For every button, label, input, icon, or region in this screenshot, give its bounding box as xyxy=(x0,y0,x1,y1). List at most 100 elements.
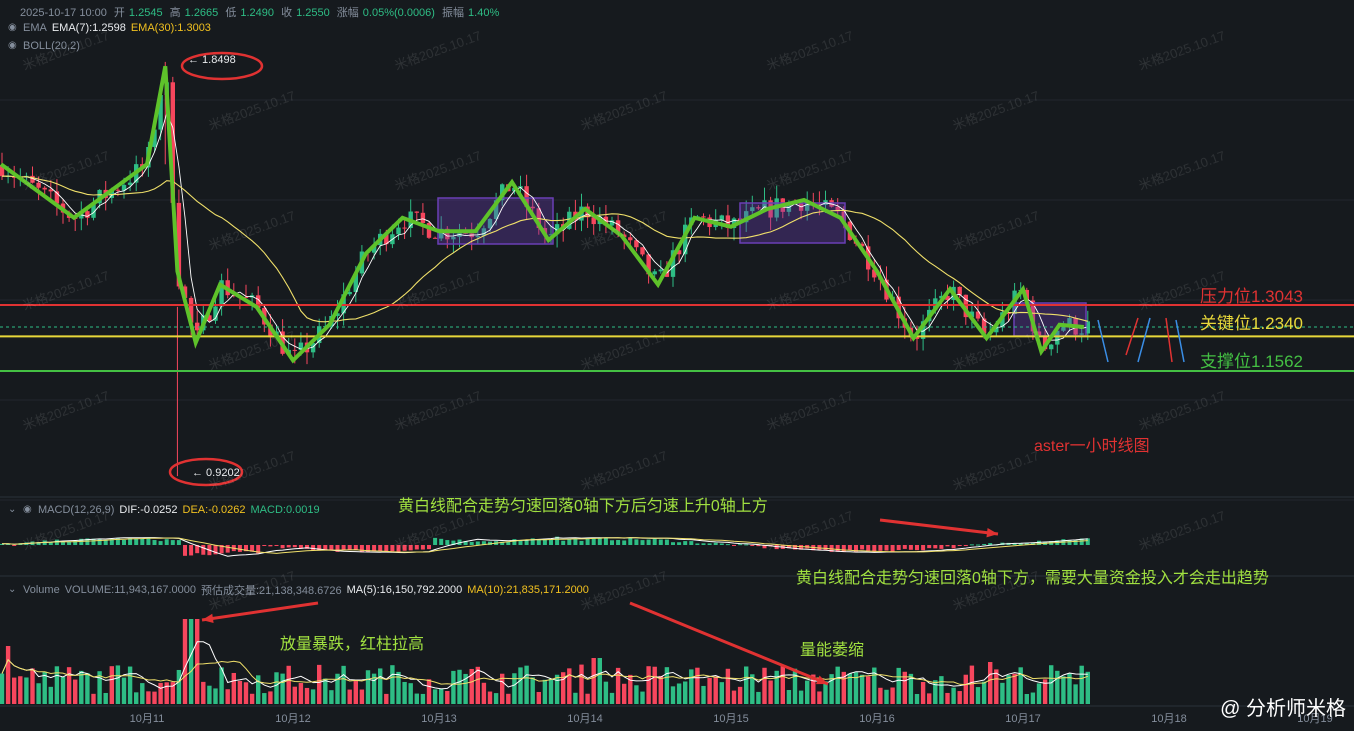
volume-bar xyxy=(262,693,267,704)
volume-bar xyxy=(835,666,840,704)
volume-bar xyxy=(341,665,346,704)
candle-body xyxy=(188,297,194,323)
x-tick-label: 10月19 xyxy=(1297,713,1332,725)
volume-bar xyxy=(280,673,285,704)
eye-icon[interactable]: ◉ xyxy=(23,504,32,515)
macd-indicator[interactable]: ⌄ ◉ MACD(12,26,9) DIF:-0.0252 DEA:-0.026… xyxy=(8,504,320,516)
volume-bar xyxy=(243,682,249,704)
collapse-icon[interactable]: ⌄ xyxy=(8,584,17,595)
candle-body xyxy=(30,175,35,183)
ema-indicator[interactable]: ◉ EMA EMA(7):1.2598 EMA(30):1.3003 xyxy=(8,22,211,34)
volume-bar xyxy=(256,675,261,704)
x-tick-label: 10月15 xyxy=(713,713,748,725)
brand-badge: @ 分析师米格 xyxy=(1220,692,1346,721)
volume-bar xyxy=(158,682,163,704)
macd-bar xyxy=(439,538,444,545)
eye-icon[interactable]: ◉ xyxy=(8,40,17,51)
volume-bar xyxy=(445,690,450,704)
volume-bar xyxy=(414,693,419,704)
x-tick-label: 10月11 xyxy=(130,713,165,725)
candle-body xyxy=(859,243,865,247)
candle-body xyxy=(91,203,96,218)
macd-bar xyxy=(677,542,682,545)
volume-bar xyxy=(378,668,383,704)
macd-bar xyxy=(427,545,431,550)
macd-bar xyxy=(732,545,736,546)
change-label: 涨幅 xyxy=(336,7,359,19)
boll-indicator[interactable]: ◉ BOLL(20,2) xyxy=(8,40,80,52)
volume-indicator[interactable]: ⌄ Volume VOLUME:11,943,167.0000 预估成交量:21… xyxy=(8,582,589,598)
candle-body xyxy=(524,186,529,207)
brand-text: @ 分析师米格 xyxy=(1220,698,1346,720)
candle-body xyxy=(42,187,47,190)
volume-bar xyxy=(1085,671,1090,704)
volume-bar xyxy=(1006,675,1011,704)
candle-body xyxy=(396,227,401,235)
macd-bar xyxy=(652,538,657,545)
macd-bar xyxy=(841,545,846,552)
candle-body xyxy=(182,286,188,298)
volume-bar xyxy=(676,683,682,704)
volume-bar xyxy=(152,691,157,704)
macd-bar xyxy=(451,540,456,545)
macd-bar xyxy=(524,540,529,545)
macd-bar xyxy=(488,541,492,545)
candle-body xyxy=(939,295,944,299)
collapse-icon[interactable]: ⌄ xyxy=(8,504,17,515)
candle-body xyxy=(670,250,676,277)
volume-bar xyxy=(396,671,401,704)
macd-bar xyxy=(646,539,651,545)
volume-bar xyxy=(97,671,102,704)
macd-bar xyxy=(140,538,145,545)
macd-bar xyxy=(268,545,273,547)
macd-note-1: 黄白线配合走势匀速回落0轴下方后匀速上升0轴上方 xyxy=(398,498,768,515)
volume-bar xyxy=(701,685,706,704)
low-price-mark: ← 0.9202 xyxy=(192,467,240,479)
macd-bar xyxy=(36,542,41,545)
ema7-value: EMA(7):1.2598 xyxy=(51,22,126,34)
volume-bar xyxy=(500,673,505,704)
macd-bar xyxy=(518,540,523,545)
candle-body xyxy=(115,189,121,191)
macd-bar xyxy=(433,537,438,545)
macd-bar xyxy=(366,545,370,552)
volume-bar xyxy=(762,667,767,704)
volume-bar xyxy=(335,673,340,704)
macd-bar xyxy=(1085,538,1090,545)
macd-bar xyxy=(359,545,364,553)
volume-bar xyxy=(1030,692,1036,704)
high-circle xyxy=(180,51,264,81)
volume-bar xyxy=(213,688,218,704)
macd-bar xyxy=(414,545,419,550)
volume-bar xyxy=(591,658,596,704)
volume-bar xyxy=(475,666,480,704)
volume-bar xyxy=(286,665,291,704)
macd-bar xyxy=(1024,542,1029,545)
macd-bar xyxy=(164,539,169,545)
candle-body xyxy=(609,220,615,226)
macd-bar xyxy=(256,545,261,554)
volume-bar xyxy=(432,689,438,704)
volume-bar xyxy=(493,693,499,704)
macd-bar xyxy=(951,545,956,549)
volume-bar xyxy=(853,672,859,704)
macd-bar xyxy=(945,545,950,547)
macd-bar xyxy=(469,541,474,545)
volume-bar xyxy=(12,677,17,704)
macd-bar xyxy=(890,545,895,552)
eye-icon[interactable]: ◉ xyxy=(8,22,17,33)
macd-bar xyxy=(372,545,377,551)
macd-bar xyxy=(701,543,706,545)
candle-body xyxy=(463,232,468,234)
volume-bar xyxy=(134,692,139,704)
volume-bar xyxy=(884,689,889,704)
macd-bar xyxy=(262,545,267,546)
volume-bar xyxy=(310,689,316,704)
volume-bar xyxy=(1049,665,1054,704)
volume-bar xyxy=(774,670,779,704)
candle-body xyxy=(554,224,560,235)
change-value: 0.05%(0.0006) xyxy=(362,7,435,19)
macd-bar xyxy=(195,545,200,554)
macd-bar xyxy=(390,545,395,552)
volume-bar xyxy=(847,673,853,704)
